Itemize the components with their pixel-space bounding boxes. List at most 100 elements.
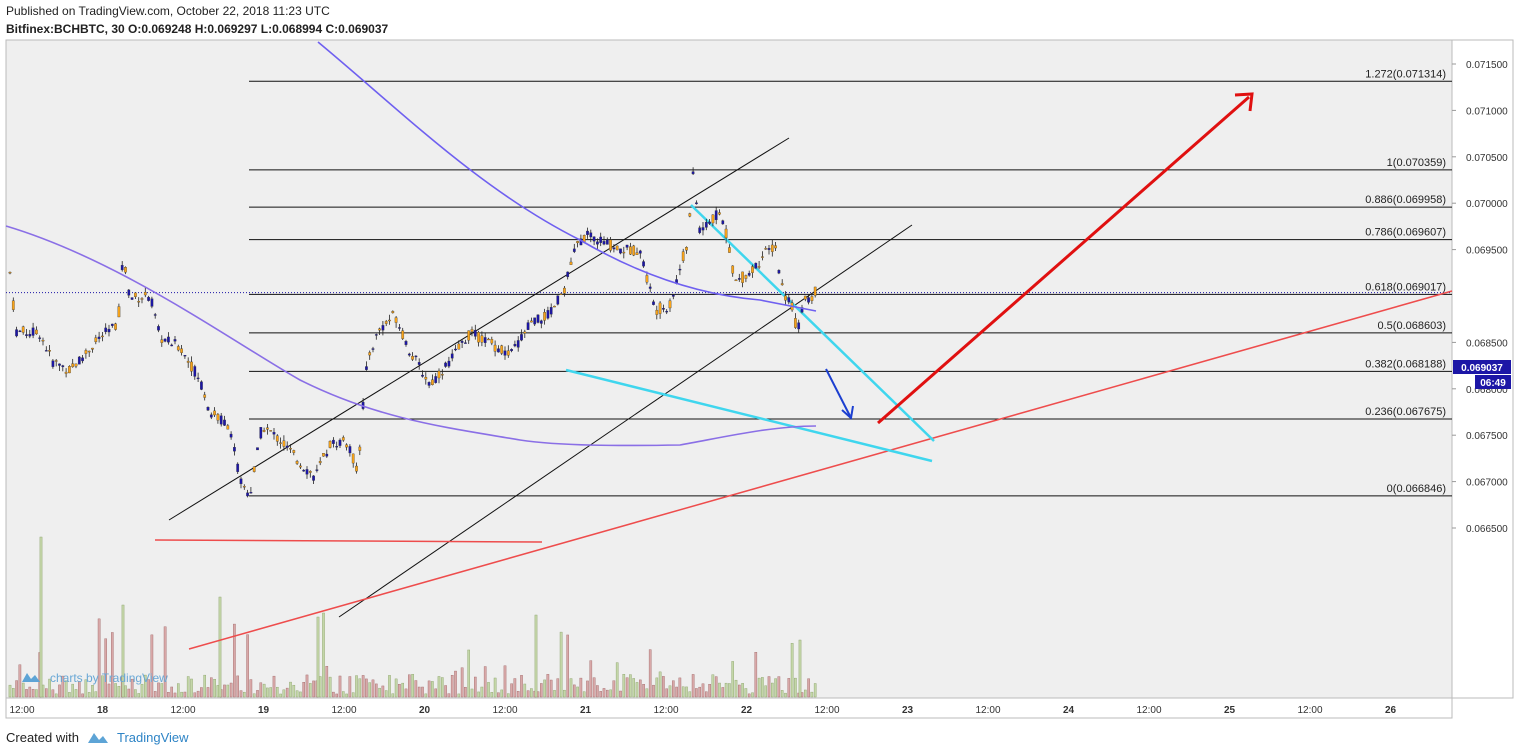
volume-bar: [731, 661, 734, 698]
volume-bar: [104, 638, 107, 698]
candle-body: [411, 356, 414, 360]
volume-bar: [266, 687, 269, 698]
candle-body: [61, 365, 65, 368]
candle-body: [483, 337, 487, 343]
volume-bar: [546, 674, 550, 698]
volume-bar: [596, 685, 599, 698]
candle-body: [351, 453, 355, 464]
volume-bar: [345, 693, 348, 698]
candle-body: [549, 307, 553, 315]
volume-bar: [91, 685, 94, 698]
volume-bar: [71, 683, 74, 698]
candle-body: [193, 366, 197, 377]
volume-bar: [609, 689, 612, 698]
candle-body: [64, 371, 68, 374]
candle-body: [506, 350, 510, 356]
tradingview-cloud-icon: [22, 673, 40, 682]
volume-bar: [787, 678, 791, 698]
candle-body: [701, 227, 705, 231]
candle-body: [566, 271, 570, 278]
volume-bar: [665, 688, 668, 698]
volume-bar: [147, 679, 150, 698]
fib-level-label: 0.5(0.068603): [1378, 320, 1447, 332]
volume-bar: [196, 690, 200, 698]
candle-body: [530, 320, 533, 323]
x-tick-label: 21: [580, 705, 592, 716]
candle-body: [754, 262, 758, 269]
volume-bar: [444, 685, 447, 698]
candle-body: [480, 335, 484, 343]
candle-body: [721, 220, 725, 225]
last-price-label: 0.069037: [1461, 363, 1503, 374]
candle-body: [794, 318, 797, 328]
channel-upper-line: [168, 137, 790, 521]
volume-bar: [513, 678, 517, 698]
volume-bar: [754, 652, 758, 698]
volume-bar: [193, 692, 197, 698]
candle-body: [87, 350, 91, 353]
plot-area[interactable]: [5, 39, 1453, 699]
volume-bar: [292, 684, 296, 698]
y-tick-label: 0.069500: [1466, 246, 1508, 257]
bullish-arrowhead: [1234, 92, 1254, 112]
volume-bar: [216, 685, 220, 698]
volume-bar: [718, 682, 721, 698]
y-tick-label: 0.071000: [1466, 106, 1508, 117]
volume-bar: [11, 688, 15, 698]
candle-body: [163, 338, 167, 342]
candle-body: [764, 248, 768, 250]
candle-body: [447, 360, 451, 367]
candle-body: [546, 310, 550, 319]
candle-body: [526, 322, 530, 330]
volume-bar: [698, 686, 701, 698]
volume-bar: [31, 689, 35, 698]
volume-bar: [688, 691, 692, 698]
candle-body: [596, 241, 599, 245]
candle-body: [239, 478, 243, 485]
footer: Created with TradingView: [6, 730, 189, 745]
volume-bar: [652, 684, 655, 698]
candle-body: [513, 343, 517, 347]
last-price-tag: 0.069037 06:49: [1453, 360, 1511, 389]
candle-body: [444, 362, 447, 367]
volume-bar: [173, 692, 177, 698]
volume-bar: [777, 676, 781, 698]
volume-bar: [464, 686, 467, 698]
volume-bar: [114, 683, 117, 698]
candle-body: [655, 309, 659, 315]
candle-body: [341, 437, 345, 441]
bearish-dip-arrow: [825, 368, 851, 417]
candle-body: [97, 336, 101, 339]
candle-body: [338, 439, 342, 446]
candle-body: [213, 410, 216, 416]
volume-bar: [312, 680, 315, 698]
volume-bar: [338, 675, 342, 698]
volume-bar: [625, 677, 629, 698]
candle-body: [186, 360, 190, 363]
candle-body: [285, 445, 289, 448]
time-axis[interactable]: [5, 697, 1453, 719]
volume-bar: [242, 691, 246, 698]
candle-body: [170, 344, 174, 347]
watermark-text: charts by TradingView: [50, 671, 168, 685]
volume-bar: [398, 684, 401, 698]
volume-bar: [28, 686, 32, 698]
candle-body: [635, 252, 639, 255]
candle-body: [25, 334, 28, 336]
volume-bar: [87, 692, 91, 698]
tradingview-brand-link[interactable]: TradingView: [116, 730, 189, 745]
candle-body: [206, 406, 210, 411]
volume-bar: [510, 683, 513, 698]
volume-bar: [655, 677, 659, 698]
candle-body: [21, 326, 25, 333]
volume-bar: [375, 683, 378, 698]
candle-body: [774, 245, 777, 249]
volume-bar: [180, 691, 183, 698]
volume-bar: [302, 682, 306, 698]
volume-bar: [51, 689, 55, 698]
volume-bar: [741, 683, 744, 698]
candle-body: [28, 334, 32, 337]
y-tick-label: 0.068500: [1466, 338, 1508, 349]
candle-body: [605, 239, 609, 245]
